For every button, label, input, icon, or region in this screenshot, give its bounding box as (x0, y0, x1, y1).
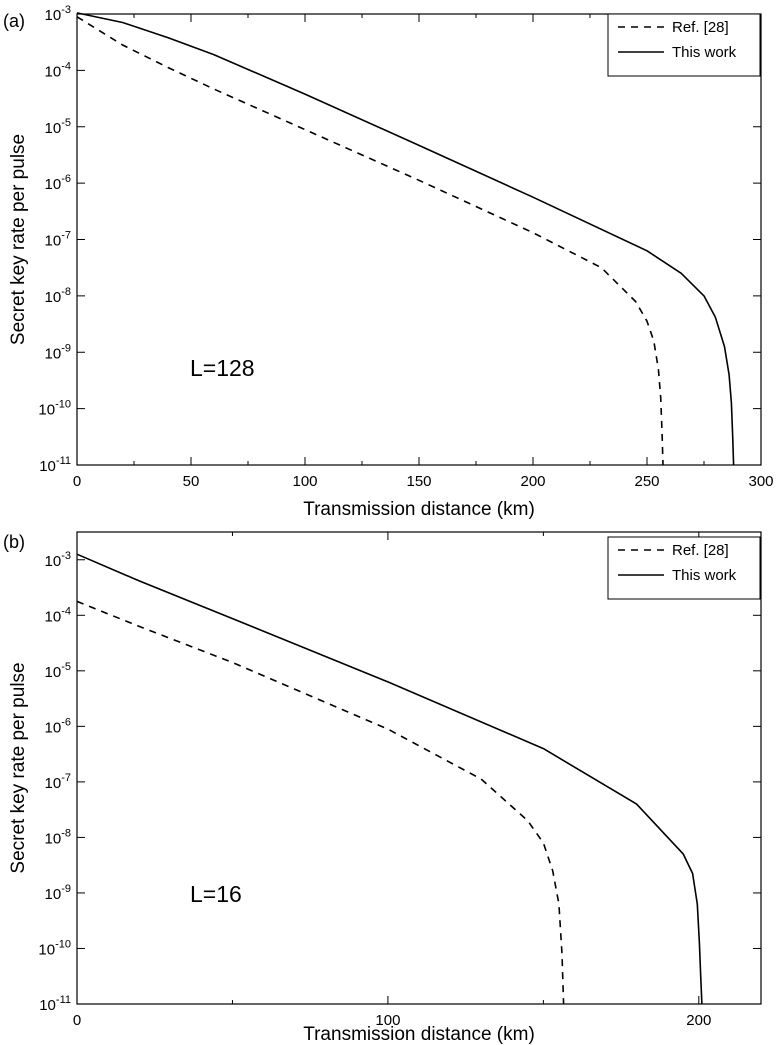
series-line-this-work (76, 553, 703, 1005)
legend-box (607, 13, 761, 77)
y-tick-label: 10-3 (45, 550, 71, 570)
x-tick-label: 100 (375, 1012, 400, 1029)
series-line-ref-28 (76, 600, 565, 1005)
x-axis-title: Transmission distance (km) (303, 1024, 535, 1045)
series-line-ref-28 (76, 16, 664, 466)
y-tick-label: 10-4 (45, 605, 71, 625)
x-tick-label: 100 (292, 473, 317, 490)
legend: Ref. [28] This work (607, 536, 761, 600)
panel-label: (b) (3, 532, 25, 552)
y-tick-label: 10-3 (45, 4, 71, 24)
x-tick-label: 200 (520, 473, 545, 490)
y-tick-label: 10-11 (39, 994, 71, 1014)
y-tick-label: 10-7 (45, 230, 71, 250)
chart-panel-a: 0 50 100 150 200 250 300 10-3 10-4 10-5 10-6 10-7 10… (3, 4, 774, 520)
x-tick-label: 200 (686, 1012, 711, 1029)
y-tick-label: 10-9 (45, 883, 71, 903)
y-tick-label: 10-7 (45, 772, 71, 792)
legend-label: This work (672, 567, 737, 584)
y-tick-label: 10-6 (45, 716, 71, 736)
legend: Ref. [28] This work (607, 13, 761, 77)
plot-frame (76, 13, 762, 466)
y-tick-label: 10-5 (45, 117, 71, 137)
chart-panel-b: 0 100 200 10-3 10-4 10-5 10-6 10-7 10-8 10-9 10-10… (3, 531, 762, 1045)
parameter-annotation: L=128 (190, 355, 255, 381)
x-tick-label: 300 (748, 473, 773, 490)
y-tick-label: 10-10 (38, 938, 71, 958)
legend-label: Ref. [28] (672, 542, 729, 559)
y-tick-label: 10-6 (45, 173, 71, 193)
legend-label: This work (672, 44, 737, 61)
y-tick-label: 10-8 (45, 286, 71, 306)
y-tick-label: 10-10 (38, 399, 71, 419)
x-tick-label: 250 (634, 473, 659, 490)
y-axis-title: Secret key rate per pulse (8, 134, 29, 345)
y-tick-label: 10-9 (45, 342, 71, 362)
y-tick-label: 10-11 (39, 455, 71, 475)
parameter-annotation: L=16 (190, 881, 242, 907)
x-tick-label: 50 (183, 473, 200, 490)
legend-label: Ref. [28] (672, 19, 729, 36)
y-tick-label: 10-5 (45, 661, 71, 681)
x-axis-title: Transmission distance (km) (303, 499, 535, 520)
panel-label: (a) (3, 11, 25, 31)
x-tick-label: 0 (73, 473, 81, 490)
y-tick-label: 10-4 (45, 60, 71, 80)
legend-box (607, 536, 761, 600)
series-line-this-work (76, 12, 735, 466)
y-axis-title: Secret key rate per pulse (8, 662, 29, 873)
x-tick-label: 0 (73, 1012, 81, 1029)
y-tick-label: 10-8 (45, 827, 71, 847)
x-tick-label: 150 (406, 473, 431, 490)
plot-frame (76, 531, 762, 1005)
